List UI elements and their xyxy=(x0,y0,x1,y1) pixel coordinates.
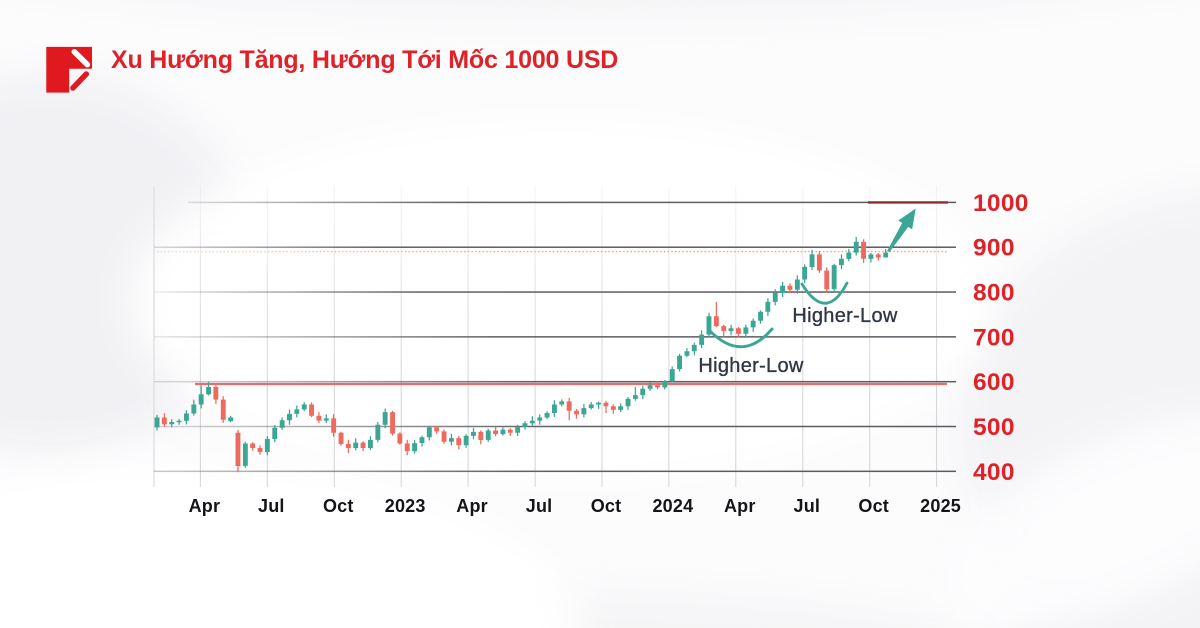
svg-text:500: 500 xyxy=(973,414,1015,441)
svg-text:Oct: Oct xyxy=(858,496,889,516)
svg-text:Jul: Jul xyxy=(526,496,553,516)
svg-text:700: 700 xyxy=(973,324,1015,351)
svg-text:2025: 2025 xyxy=(920,496,961,516)
svg-text:Jul: Jul xyxy=(793,496,820,516)
svg-text:800: 800 xyxy=(973,280,1015,307)
svg-text:Jul: Jul xyxy=(258,496,285,516)
svg-text:2023: 2023 xyxy=(385,496,426,516)
svg-text:Apr: Apr xyxy=(724,496,756,516)
svg-text:400: 400 xyxy=(973,459,1015,486)
svg-text:Apr: Apr xyxy=(456,496,488,516)
svg-text:900: 900 xyxy=(973,235,1015,262)
svg-text:Higher-Low: Higher-Low xyxy=(698,355,804,377)
svg-text:2024: 2024 xyxy=(652,496,693,516)
svg-text:Oct: Oct xyxy=(591,496,622,516)
svg-text:Higher-Low: Higher-Low xyxy=(792,305,898,327)
svg-text:Oct: Oct xyxy=(323,496,354,516)
svg-text:1000: 1000 xyxy=(973,190,1029,217)
svg-text:Apr: Apr xyxy=(189,496,221,516)
svg-text:600: 600 xyxy=(973,369,1015,396)
